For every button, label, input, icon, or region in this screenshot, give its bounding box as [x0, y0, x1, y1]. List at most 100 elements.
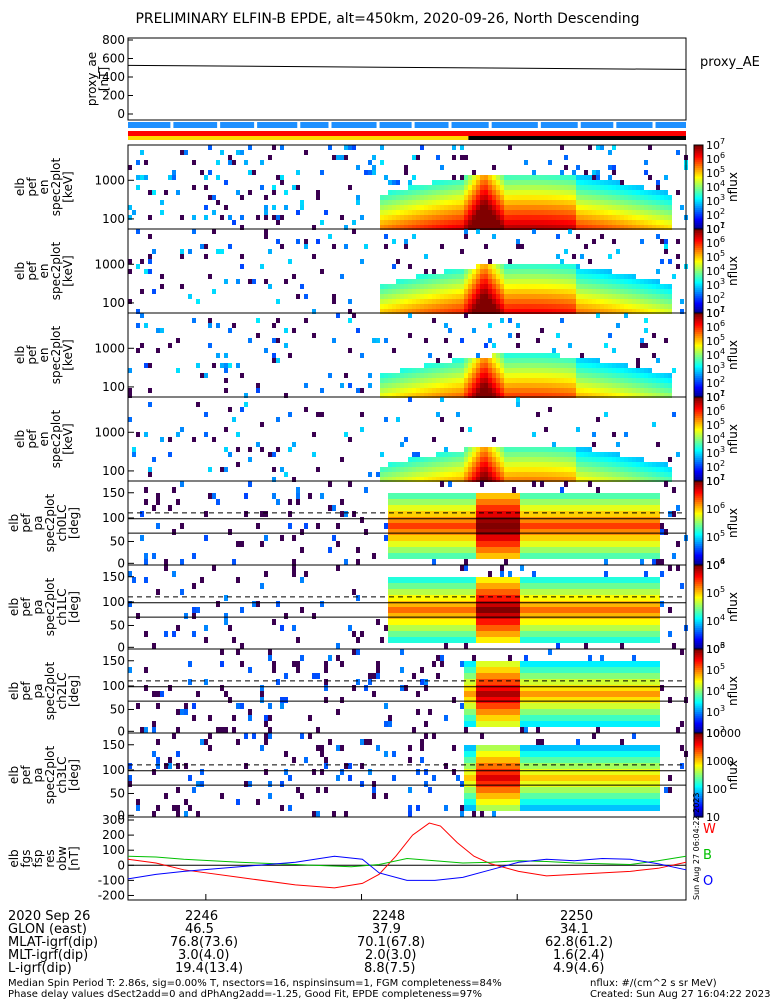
- energy-panel-1-cbar-seg: [694, 271, 703, 274]
- energy-panel-0-cell: [392, 210, 396, 215]
- pitch-panel-1-cell: [428, 595, 432, 601]
- energy-panel-2-cell: [568, 383, 572, 388]
- pitch-panel-1-cell: [472, 583, 476, 589]
- pitch-panel-1-cell: [396, 583, 400, 589]
- energy-panel-0-cell: [548, 215, 552, 220]
- pitch-panel-2-cell: [228, 697, 232, 703]
- energy-panel-0-cell: [616, 180, 620, 185]
- pitch-panel-0-cell: [356, 547, 360, 553]
- energy-panel-0-cell: [524, 210, 528, 215]
- pitch-panel-0-cell: [628, 511, 632, 517]
- energy-panel-2-cbar-label-4: 103: [706, 361, 725, 376]
- energy-panel-1-cell: [612, 299, 616, 304]
- energy-panel-1-cell: [560, 309, 564, 314]
- energy-panel-0-cell: [552, 205, 556, 210]
- energy-panel-2-cell: [224, 353, 228, 358]
- energy-panel-2-cell: [576, 388, 580, 393]
- energy-panel-3-cbar-seg: [694, 466, 703, 469]
- pitch-panel-0-cell: [476, 511, 480, 517]
- pitch-panel-1-cell: [512, 631, 516, 637]
- energy-panel-0-cell: [564, 205, 568, 210]
- energy-panel-0-cell: [580, 180, 584, 185]
- pitch-panel-1-cell: [528, 637, 532, 643]
- energy-panel-0-cell: [580, 195, 584, 200]
- energy-panel-0-cell: [492, 210, 496, 215]
- pitch-panel-0-cell: [588, 541, 592, 547]
- energy-panel-3-cell: [580, 457, 584, 462]
- energy-panel-0-cell: [572, 220, 576, 225]
- energy-panel-0-cell: [660, 200, 664, 205]
- energy-panel-2-cell: [404, 368, 408, 373]
- pitch-panel-0-cell: [444, 511, 448, 517]
- pitch-panel-0-cbar-seg: [694, 531, 703, 535]
- energy-panel-2-cell: [440, 383, 444, 388]
- pitch-panel-0-cell: [476, 547, 480, 553]
- energy-panel-3-cbar-seg: [694, 441, 703, 444]
- energy-panel-3-cell: [424, 462, 428, 467]
- pitch-panel-1-cell: [400, 595, 404, 601]
- energy-panel-1-cell: [316, 239, 320, 244]
- pitch-panel-0-cell: [524, 523, 528, 529]
- pitch-panel-0-cbar-seg: [694, 523, 703, 526]
- pitch-panel-0-cell: [460, 493, 464, 499]
- pitch-panel-0-cell: [572, 493, 576, 499]
- energy-panel-1-cell: [460, 269, 464, 274]
- energy-panel-1-cell: [456, 289, 460, 294]
- energy-panel-0-cell: [440, 195, 444, 200]
- energy-panel-1-cell: [604, 284, 608, 289]
- energy-panel-0-cell: [420, 185, 424, 190]
- energy-panel-2-cell: [384, 373, 388, 378]
- energy-panel-0-cell: [232, 160, 236, 165]
- energy-panel-0-cell: [412, 190, 416, 195]
- energy-panel-1-cell: [488, 274, 492, 279]
- pitch-panel-0-cell: [616, 505, 620, 511]
- pitch-panel-1-cell: [632, 637, 636, 643]
- pitch-panel-1-cell: [436, 589, 440, 595]
- energy-panel-2-cell: [460, 338, 464, 343]
- pitch-panel-0-cell: [556, 523, 560, 529]
- pitch-panel-0-cell: [436, 505, 440, 511]
- energy-panel-1-cell: [664, 284, 668, 289]
- energy-panel-2-cell: [536, 388, 540, 393]
- energy-panel-0-cell: [348, 145, 352, 150]
- pitch-panel-1-cell: [440, 607, 444, 613]
- energy-panel-0-cell: [492, 200, 496, 205]
- pitch-panel-0-cell: [512, 553, 516, 559]
- energy-panel-0-cbar-seg: [694, 191, 703, 194]
- energy-panel-3-cell: [600, 472, 604, 477]
- pitch-panel-0-cell: [476, 529, 480, 535]
- energy-panel-3-cell: [572, 477, 576, 482]
- energy-panel-1-cell: [656, 284, 660, 289]
- energy-panel-1-cell: [344, 244, 348, 249]
- pitch-panel-1-cell: [632, 577, 636, 583]
- energy-panel-2-cell: [512, 363, 516, 368]
- pitch-panel-0-cell: [504, 547, 508, 553]
- pitch-panel-0-cell: [496, 529, 500, 535]
- pitch-panel-0-cell: [452, 529, 456, 535]
- pitch-panel-0-cell: [572, 529, 576, 535]
- energy-panel-2-cell: [584, 378, 588, 383]
- energy-panel-0-cell: [580, 210, 584, 215]
- energy-panel-3-cell: [500, 457, 504, 462]
- energy-panel-0-cell: [368, 170, 372, 175]
- energy-panel-3-cbar-seg: [694, 439, 703, 442]
- pitch-panel-0-cell: [448, 493, 452, 499]
- energy-panel-2-cell: [564, 388, 568, 393]
- energy-panel-1-cell: [592, 239, 596, 244]
- energy-panel-3-cell: [288, 412, 292, 417]
- energy-panel-1-cell: [536, 269, 540, 274]
- energy-panel-2-cell: [612, 368, 616, 373]
- pitch-panel-0-cell: [592, 535, 596, 541]
- pitch-panel-0-cell: [500, 493, 504, 499]
- energy-panel-1-cell: [592, 304, 596, 309]
- energy-panel-1-cell: [664, 304, 668, 309]
- pitch-panel-0-cell: [564, 517, 568, 523]
- proxy-frame: [127, 37, 687, 121]
- energy-panel-1-cell: [476, 279, 480, 284]
- energy-panel-1-cell: [664, 244, 668, 249]
- pitch-panel-0-cell: [264, 511, 268, 517]
- energy-panel-2-cell: [140, 343, 144, 348]
- energy-panel-2-cbar-seg: [694, 376, 703, 379]
- pitch-panel-0-cell: [548, 541, 552, 547]
- energy-panel-0-cell: [516, 190, 520, 195]
